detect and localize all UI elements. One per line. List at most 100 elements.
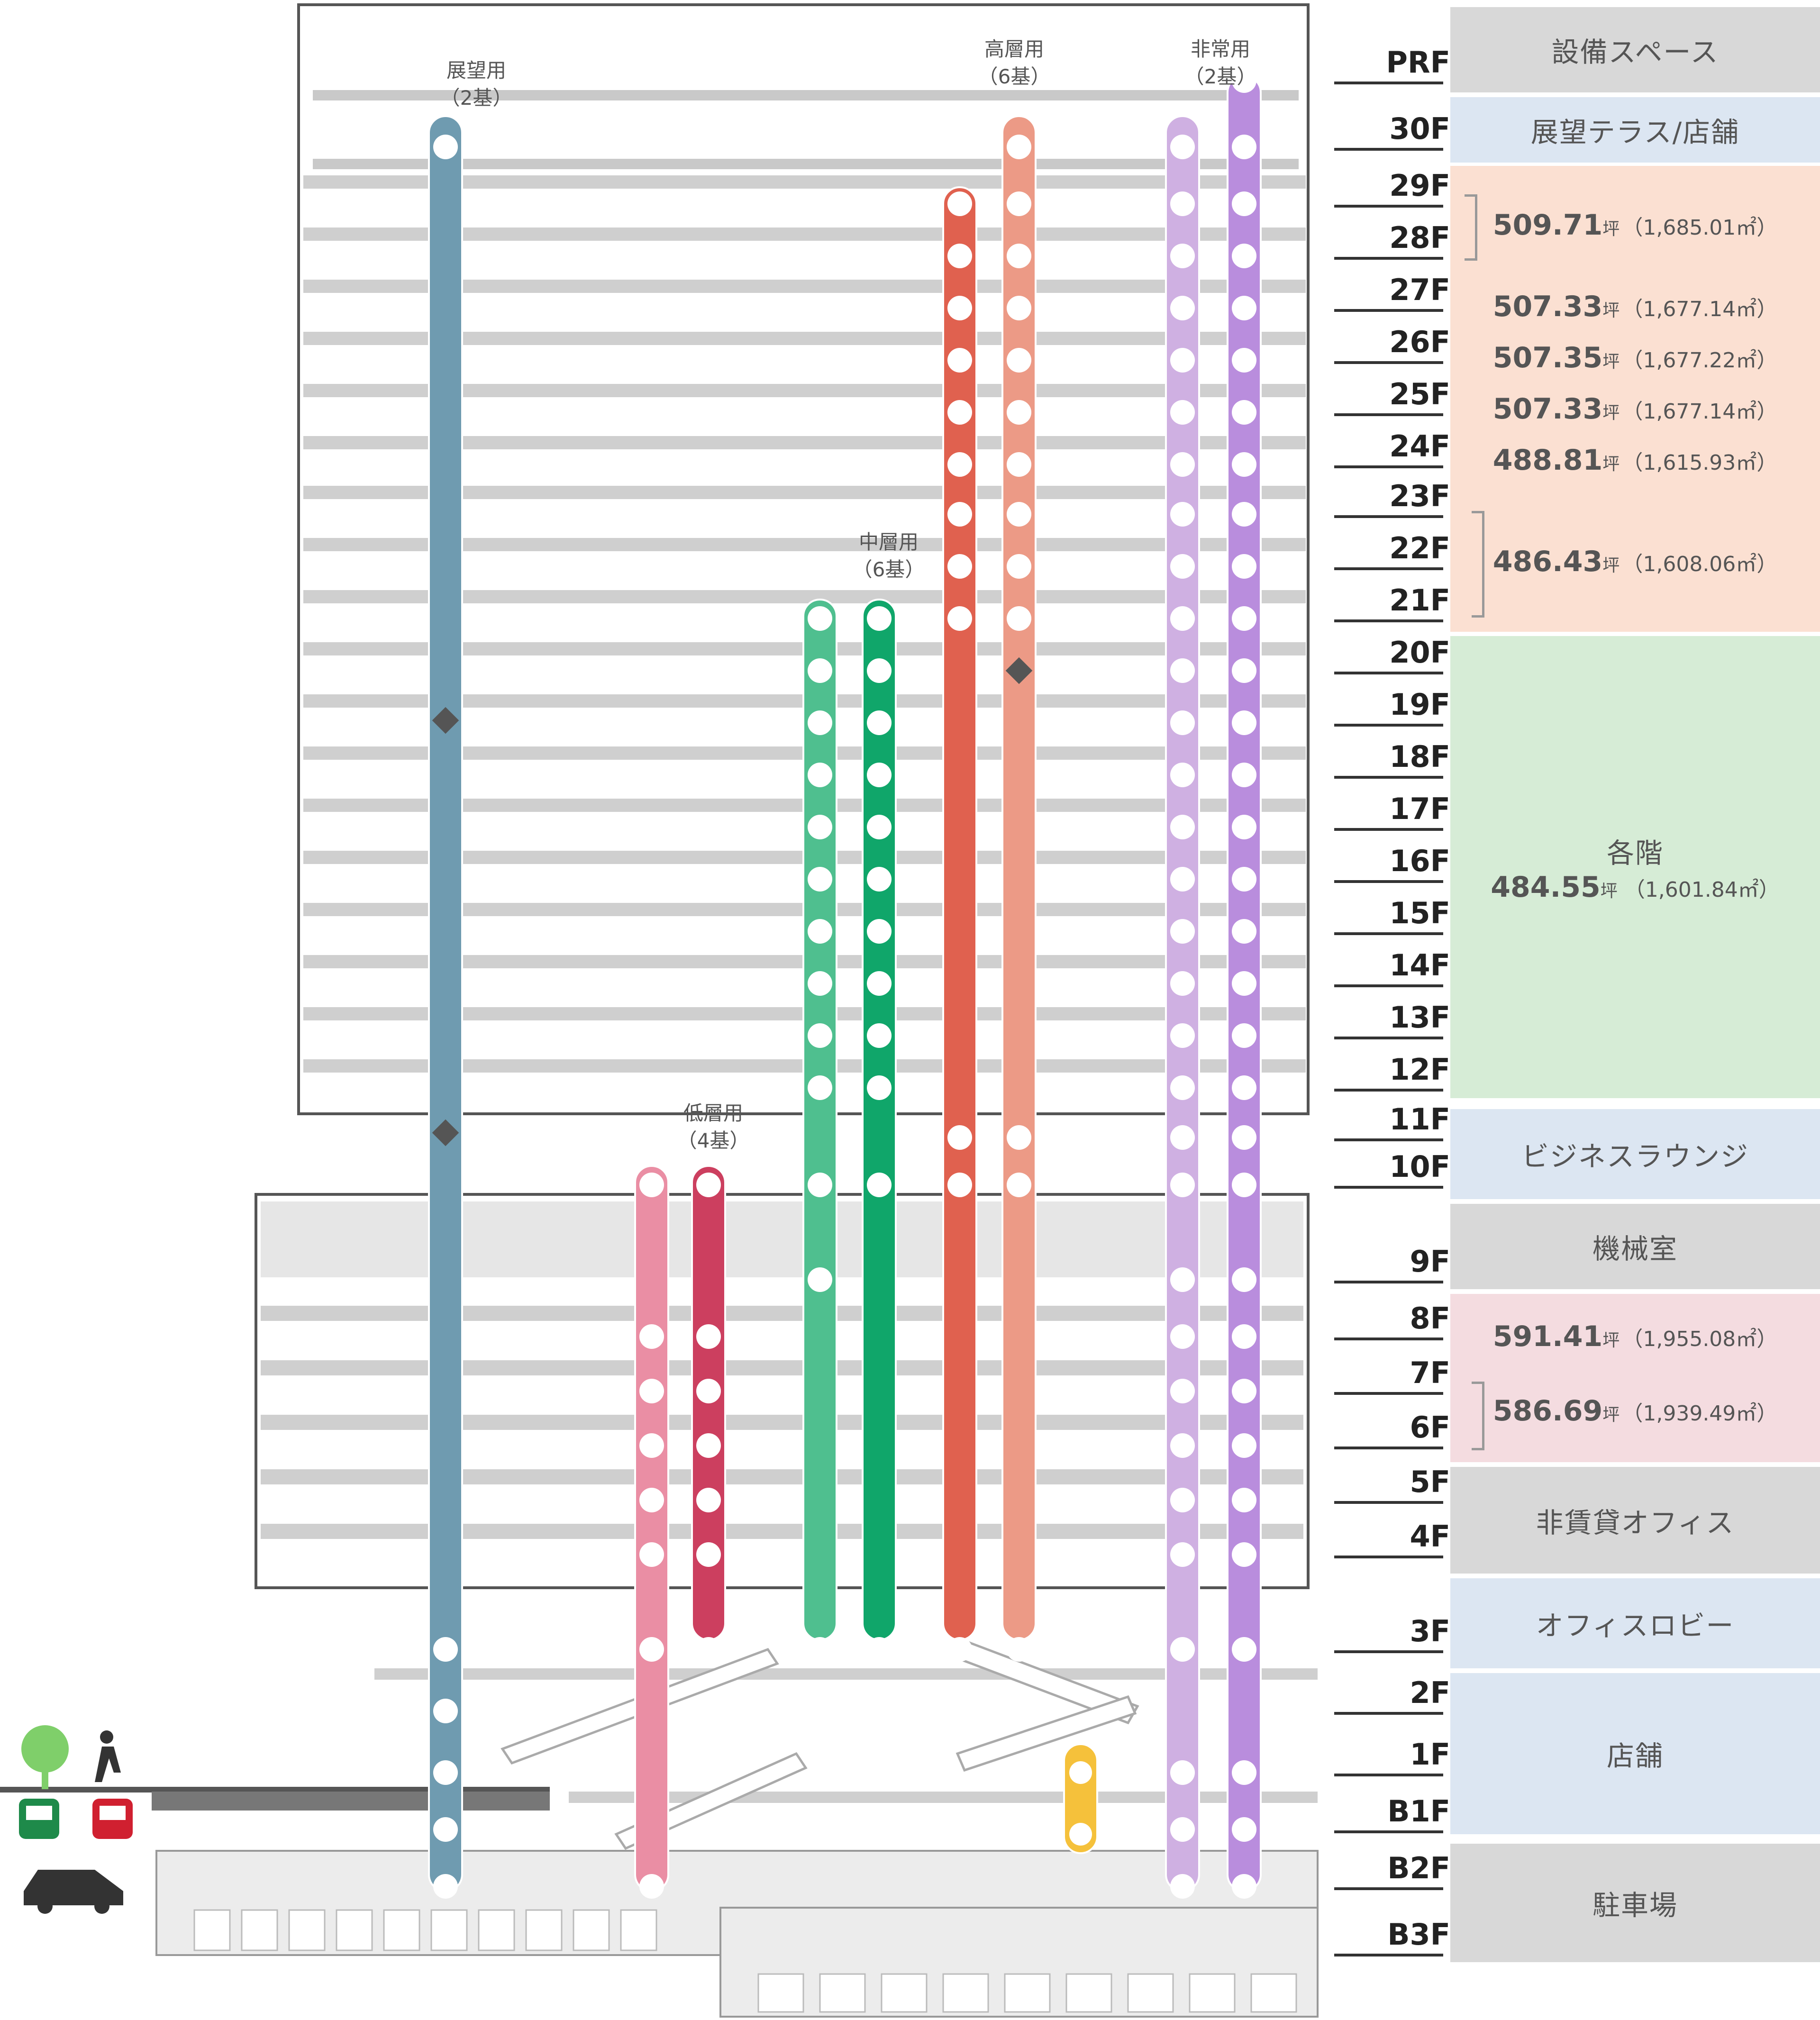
- area-row-24f: 488.81坪 （1,615.93㎡）: [1492, 444, 1778, 477]
- floor-slab: [261, 1360, 1303, 1375]
- elevator-stop: [1232, 1075, 1256, 1100]
- elevator-stop: [1007, 1125, 1031, 1150]
- elevator-stop: [1170, 1488, 1195, 1512]
- elevator-stop: [867, 606, 892, 631]
- elevator-stop: [1170, 971, 1195, 996]
- elevator-label-observatory: 展望用 （2基）: [415, 57, 538, 112]
- elevator-stop: [1232, 554, 1256, 579]
- floor-line: [1334, 1089, 1443, 1092]
- floor-line: [1334, 776, 1443, 779]
- elevator-stop: [947, 191, 972, 216]
- elevator-stop: [1170, 815, 1195, 839]
- floor-line: [1334, 1281, 1443, 1283]
- elevator-stop: [1170, 1817, 1195, 1842]
- floor-label: 20F: [1389, 635, 1450, 670]
- floor-label: 25F: [1389, 377, 1450, 411]
- elevator-stop: [1232, 1433, 1256, 1458]
- floor-label: 18F: [1389, 739, 1450, 774]
- elevator-label-high-rise: 高層用 （6基）: [953, 36, 1076, 91]
- elevator-stop: [1007, 1173, 1031, 1197]
- elevator-stop: [1232, 135, 1256, 159]
- elevator-stop: [808, 1023, 832, 1048]
- pedestrian-icon: [95, 1747, 121, 1782]
- elevator-stop: [639, 1488, 664, 1512]
- basement-window: [288, 1909, 326, 1951]
- floor-line: [1334, 932, 1443, 935]
- elevator-shaft-observatory: [428, 115, 463, 1892]
- basement-window: [1127, 1973, 1174, 2013]
- floor-label: 10F: [1389, 1149, 1450, 1184]
- floor-slab: [303, 227, 1306, 241]
- floor-label: B1F: [1387, 1794, 1450, 1829]
- elevator-stop: [1170, 763, 1195, 787]
- elevator-stop: [433, 1874, 458, 1899]
- floor-line: [1334, 205, 1443, 208]
- area-row-28-29f: 509.71坪 （1,685.01㎡）: [1492, 209, 1778, 242]
- bracket-6-7f: [1472, 1382, 1484, 1450]
- elevator-stop: [639, 1542, 664, 1567]
- floor-label: 24F: [1389, 429, 1450, 464]
- elevator-stop: [1069, 1823, 1092, 1846]
- car-icon: [24, 1870, 123, 1905]
- floor-line: [1334, 148, 1443, 151]
- floor-line: [1334, 1501, 1443, 1504]
- elevator-stop: [1232, 244, 1256, 268]
- floor-label: 7F: [1410, 1356, 1451, 1390]
- panel-label: 非賃貸オフィス: [1536, 1506, 1735, 1539]
- elevator-stop: [1170, 502, 1195, 527]
- floor-label: 1F: [1410, 1737, 1451, 1772]
- floor-label: 12F: [1389, 1052, 1450, 1087]
- elevator-name: 低層用: [683, 1101, 743, 1125]
- elevator-stop: [1170, 1379, 1195, 1403]
- elevator-count: （6基）: [978, 65, 1051, 88]
- elevator-stop: [1007, 191, 1031, 216]
- basement-window: [881, 1973, 928, 2013]
- elevator-count: （2基）: [1184, 65, 1257, 88]
- elevator-stop: [1232, 1817, 1256, 1842]
- panel-parking: 駐車場: [1450, 1844, 1820, 1962]
- elevator-stop: [696, 1173, 721, 1197]
- area-row-21-23f: 486.43坪 （1,608.06㎡）: [1492, 545, 1778, 578]
- elevator-stop: [867, 658, 892, 683]
- elevator-stop: [1170, 1874, 1195, 1899]
- elevator-stop: [1170, 348, 1195, 373]
- area-row-8f: 591.41坪 （1,955.08㎡）: [1492, 1320, 1778, 1353]
- elevator-stop: [867, 1023, 892, 1048]
- elevator-label-low-rise: 低層用 （4基）: [652, 1100, 775, 1155]
- elevator-stop: [1170, 1125, 1195, 1150]
- panel-machine-room: 機械室: [1450, 1204, 1820, 1289]
- elevator-stop: [1232, 1488, 1256, 1512]
- terrace-slab: [313, 159, 1299, 169]
- floor-line: [1334, 1556, 1443, 1558]
- floor-label: 5F: [1410, 1465, 1451, 1499]
- elevator-stop: [433, 1699, 458, 1723]
- elevator-stop: [639, 1324, 664, 1349]
- elevator-stop: [1232, 710, 1256, 735]
- elevator-stop: [1170, 867, 1195, 892]
- floor-label: 8F: [1410, 1301, 1451, 1336]
- elevator-stop: [1007, 296, 1031, 320]
- floor-slab: [303, 486, 1306, 499]
- panel-lower-office: [1450, 1294, 1820, 1462]
- escalator: [956, 1695, 1137, 1772]
- elevator-stop: [1232, 1324, 1256, 1349]
- elevator-stop: [947, 348, 972, 373]
- elevator-stop: [1170, 1760, 1195, 1785]
- elevator-stop: [433, 1760, 458, 1785]
- elevator-stop: [1232, 502, 1256, 527]
- elevator-stop: [639, 1433, 664, 1458]
- floor-label: 29F: [1389, 168, 1450, 203]
- elevator-stop: [1232, 815, 1256, 839]
- elevator-stop: [947, 1637, 972, 1662]
- elevator-shaft-mid-rise: [802, 599, 837, 1641]
- floor-label: 14F: [1389, 948, 1450, 983]
- train-icon: [26, 1806, 52, 1820]
- elevator-stop: [867, 971, 892, 996]
- floor-line: [1334, 1392, 1443, 1395]
- elevator-stop: [1007, 554, 1031, 579]
- elevator-stop: [1232, 1874, 1256, 1899]
- floor-label: B3F: [1387, 1917, 1450, 1952]
- elevator-stop: [1170, 191, 1195, 216]
- floor-line: [1334, 1887, 1443, 1890]
